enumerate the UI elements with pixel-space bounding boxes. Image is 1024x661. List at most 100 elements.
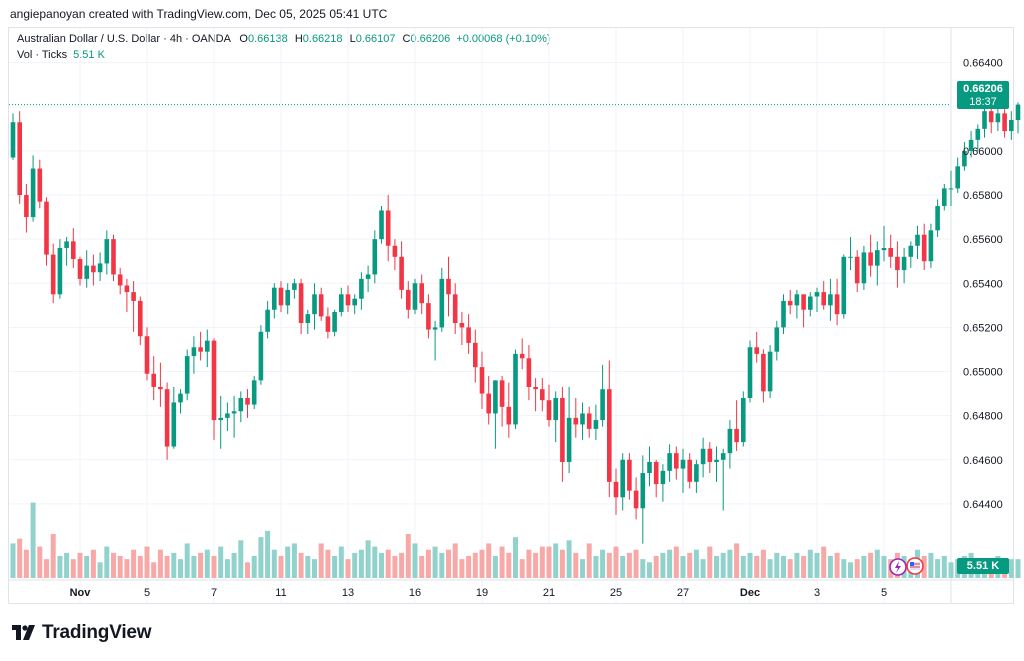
candle [10, 113, 16, 160]
chart-frame[interactable] [8, 27, 1014, 604]
candle-body [607, 389, 612, 482]
volume-bar [265, 530, 271, 578]
volume-bar [178, 559, 183, 578]
volume-bar [827, 556, 833, 578]
candle [895, 241, 900, 288]
candle [265, 300, 270, 339]
time-tick-label: 7 [211, 587, 217, 599]
candle-body [875, 250, 880, 266]
candle-body [848, 256, 853, 258]
candle-body [211, 340, 217, 421]
candle-body [506, 406, 512, 425]
candle-body [392, 245, 398, 257]
candle [566, 386, 572, 474]
volume-bar [553, 543, 559, 578]
candle [714, 446, 719, 482]
candle [285, 283, 290, 315]
volume-bar [352, 552, 358, 578]
time-tick-label: Dec [740, 587, 760, 599]
volume-bar [104, 546, 110, 578]
candle-body [546, 400, 552, 421]
candle-body [205, 340, 210, 352]
volume-bar [312, 559, 317, 578]
last-price-tag: 0.66206 18:37 [957, 81, 1009, 109]
candle [298, 278, 304, 335]
candle [801, 294, 806, 328]
volume-bar [385, 549, 391, 578]
candle [948, 170, 954, 207]
candle [814, 287, 820, 312]
volume-bar [425, 549, 431, 578]
event-icons[interactable] [889, 557, 924, 576]
bar-countdown: 18:37 [969, 96, 997, 108]
candle [861, 245, 867, 290]
candle [540, 378, 545, 412]
flag-glyph-icon [910, 562, 920, 570]
candle-body [995, 113, 1001, 123]
tradingview-logo[interactable]: TradingView [12, 622, 152, 644]
volume-bar [680, 556, 686, 578]
candle [158, 362, 163, 407]
candle [640, 455, 646, 544]
volume-bar [446, 549, 451, 578]
candle-body [828, 294, 833, 306]
candle [251, 375, 257, 410]
candle [131, 281, 136, 332]
volume-bar [492, 556, 498, 578]
volume-bar [586, 543, 592, 578]
volume-bar [211, 556, 217, 578]
candle-body [560, 398, 565, 462]
candle [854, 250, 860, 293]
high-value: 0.66218 [302, 33, 343, 45]
candle [506, 382, 512, 438]
volume-bar [204, 549, 210, 578]
volume-bar [814, 552, 820, 578]
candle [339, 287, 344, 317]
volume-bar [647, 562, 652, 578]
candle [901, 247, 907, 284]
symbol-title[interactable]: Australian Dollar / U.S. Dollar · 4h · O… [17, 33, 231, 45]
volume-bar [519, 559, 525, 578]
volume-bar [405, 534, 411, 578]
candle [620, 453, 625, 511]
change-value: +0.00068 (+0.10%) [456, 33, 551, 45]
volume-label[interactable]: Vol · Ticks [17, 49, 68, 61]
time-tick-label: 13 [342, 587, 354, 599]
volume-bar [251, 556, 257, 578]
candle [526, 345, 532, 401]
candle [225, 402, 230, 432]
candle [593, 404, 599, 440]
volume-bar [399, 552, 405, 578]
candle [419, 274, 424, 315]
candle-body [566, 417, 572, 462]
volume-bar [734, 543, 740, 578]
volume-bar [278, 556, 284, 578]
candle-body [37, 168, 43, 202]
candle [37, 159, 43, 209]
candle [613, 468, 619, 515]
time-tick-label: 19 [476, 587, 488, 599]
grid-lines [9, 28, 1013, 603]
candle-body [620, 459, 625, 498]
candle-body [365, 274, 371, 279]
volume-bar [70, 559, 76, 578]
candle-body [667, 453, 672, 471]
volume-bar [131, 549, 137, 578]
candlesticks [10, 100, 1021, 544]
candle-body [888, 247, 893, 257]
price-tick-label: 0.66000 [963, 146, 1003, 158]
volume-bar [767, 559, 773, 578]
candle [71, 228, 76, 268]
candle-body [64, 241, 69, 248]
volume-bar [64, 552, 70, 578]
candle-body [968, 139, 974, 151]
candle-body [647, 461, 652, 474]
volume-bar [345, 559, 351, 578]
low-label: L [349, 33, 356, 45]
candle [171, 386, 177, 449]
candle [533, 378, 538, 412]
candle [144, 327, 150, 381]
candle [667, 444, 672, 482]
volume-bar [640, 559, 646, 578]
